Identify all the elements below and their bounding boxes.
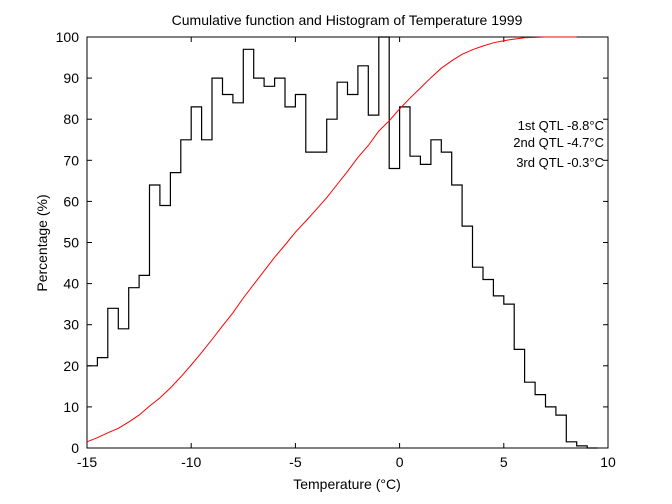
cumulative-series [86,36,577,443]
y-tick-label: 70 [63,152,79,168]
x-axis-label: Temperature (°C) [293,476,401,492]
x-axis: -15 -10 -5 0 5 10 [77,37,616,470]
y-tick-label: 0 [71,440,79,456]
chart-title: Cumulative function and Histogram of Tem… [172,12,523,28]
annotation-q1: 1st QTL -8.8°C [518,118,604,133]
x-tick-label: 5 [500,454,508,470]
y-tick-label: 20 [63,358,79,374]
y-tick-label: 80 [63,111,79,127]
y-tick-label: 100 [56,29,80,45]
x-tick-label: -10 [181,454,201,470]
annotation-q3: 3rd QTL -0.3°C [516,155,604,170]
y-tick-label: 30 [63,317,79,333]
y-tick-label: 50 [63,235,79,251]
x-tick-label: -5 [289,454,302,470]
plot-area [86,36,609,449]
histogram-series [87,36,598,449]
x-tick-label: 10 [600,454,616,470]
y-tick-label: 90 [63,70,79,86]
quantile-annotations: 1st QTL -8.8°C 2nd QTL -4.7°C 3rd QTL -0… [513,118,604,170]
y-axis: 0 10 20 30 40 50 60 70 80 90 100 [56,29,608,456]
x-tick-label: -15 [77,454,97,470]
y-tick-label: 10 [63,399,79,415]
y-axis-label: Percentage (%) [34,194,50,291]
y-tick-label: 40 [63,276,79,292]
annotation-q2: 2nd QTL -4.7°C [513,135,604,150]
y-tick-label: 60 [63,193,79,209]
x-tick-label: 0 [396,454,404,470]
